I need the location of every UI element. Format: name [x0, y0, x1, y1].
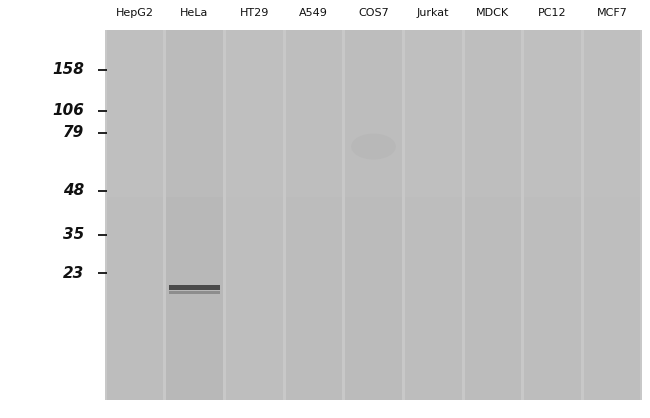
Bar	[524, 30, 581, 196]
Bar	[465, 30, 521, 196]
Text: 79: 79	[63, 125, 84, 140]
Bar	[226, 30, 283, 196]
Bar	[405, 30, 461, 400]
Bar	[285, 30, 342, 400]
Bar	[169, 285, 220, 290]
Bar	[405, 30, 461, 196]
Bar	[524, 30, 581, 400]
Text: A549: A549	[300, 8, 328, 18]
Text: 158: 158	[52, 62, 84, 77]
Bar	[345, 30, 402, 400]
Bar	[107, 30, 163, 400]
Text: HeLa: HeLa	[180, 8, 209, 18]
Bar	[105, 30, 642, 400]
Bar	[226, 30, 283, 400]
Text: Jurkat: Jurkat	[417, 8, 449, 18]
Text: 106: 106	[52, 103, 84, 118]
Text: COS7: COS7	[358, 8, 389, 18]
Text: 35: 35	[63, 227, 84, 242]
Bar	[465, 30, 521, 400]
Bar	[285, 30, 342, 196]
Bar	[169, 291, 220, 294]
Bar	[166, 30, 223, 400]
Bar	[584, 30, 640, 400]
Bar	[166, 30, 223, 196]
Text: HT29: HT29	[239, 8, 269, 18]
Text: MDCK: MDCK	[476, 8, 510, 18]
Bar	[584, 30, 640, 196]
Bar	[345, 30, 402, 196]
Text: 23: 23	[63, 266, 84, 281]
Text: HepG2: HepG2	[116, 8, 154, 18]
Bar	[107, 30, 163, 196]
Ellipse shape	[351, 134, 396, 160]
Text: MCF7: MCF7	[597, 8, 628, 18]
Text: PC12: PC12	[538, 8, 567, 18]
Text: 48: 48	[63, 184, 84, 199]
